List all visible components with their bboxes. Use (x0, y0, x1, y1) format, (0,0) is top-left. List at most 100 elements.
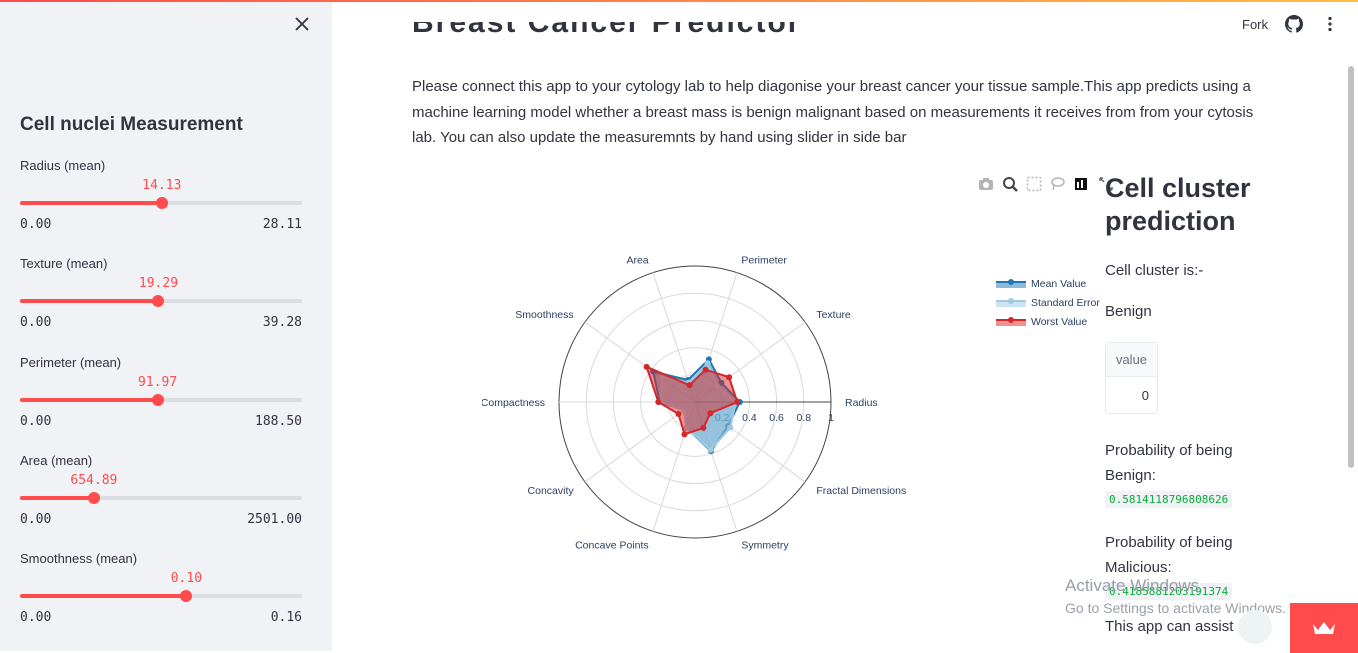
cluster-label: Cell cluster is:- (1105, 262, 1204, 279)
cluster-value: Benign (1105, 303, 1152, 320)
close-sidebar-button[interactable] (290, 14, 314, 38)
benign-probability: 0.5814118796808626 (1105, 491, 1233, 508)
slider-texture-mean[interactable]: Texture (mean) 19.29 0.00 39.28 (20, 256, 302, 346)
slider-thumb[interactable] (87, 492, 100, 504)
slider-label: Perimeter (mean) (20, 355, 122, 370)
benign-label: Probability of being Benign: (1105, 442, 1233, 484)
slider-label: Area (mean) (20, 453, 93, 468)
value-table[interactable]: value 0 (1105, 342, 1158, 414)
crown-icon (1313, 622, 1335, 634)
radar-point (702, 366, 709, 373)
slider-fill (20, 594, 187, 598)
chart-modebar (978, 176, 1114, 192)
slider-max: 28.11 (262, 217, 302, 232)
slider-fill (20, 496, 94, 500)
plotly-logo-icon[interactable] (1074, 176, 1090, 192)
prediction-title: Cell cluster prediction (1105, 173, 1251, 236)
radar-point (734, 399, 741, 405)
radar-category-label: Area (626, 254, 648, 266)
slider-max: 2501.00 (247, 512, 302, 527)
radar-category-label: Concave Points (575, 540, 649, 552)
slider-value: 19.29 (138, 276, 179, 291)
radar-point (643, 363, 650, 370)
slider-min: 0.00 (20, 610, 52, 625)
sidebar: Cell nuclei Measurement Radius (mean) 14… (0, 2, 332, 651)
radar-category-label: Texture (816, 309, 851, 321)
github-icon[interactable] (1284, 14, 1304, 34)
radar-point (686, 382, 693, 389)
slider-thumb[interactable] (180, 590, 193, 602)
slider-fill (20, 398, 158, 402)
slider-track[interactable] (20, 394, 302, 406)
slider-radius-mean[interactable]: Radius (mean) 14.13 0.00 28.11 (20, 158, 302, 248)
table-header: value (1106, 343, 1157, 377)
slider-max: 188.50 (255, 414, 302, 429)
slider-value: 91.97 (138, 375, 178, 390)
radar-category-label: Compactness (482, 397, 545, 409)
prediction-panel: Cell cluster prediction Cell cluster is:… (1105, 172, 1285, 639)
radar-point (707, 410, 714, 417)
slider-track[interactable] (20, 590, 302, 602)
streamlit-badge[interactable] (1290, 603, 1358, 653)
legend-swatch (996, 297, 1026, 308)
radar-category-label: Fractal Dimensions (816, 485, 906, 497)
radar-category-label: Perimeter (741, 254, 787, 266)
slider-value: 654.89 (70, 473, 118, 488)
fullscreen-icon[interactable] (1098, 176, 1114, 192)
toolbar: Fork (1242, 14, 1340, 34)
slider-smoothness-mean[interactable]: Smoothness (mean) 0.10 0.00 0.16 (20, 551, 302, 641)
slider-thumb[interactable] (155, 197, 168, 209)
radar-point (704, 360, 711, 367)
slider-area-mean[interactable]: Area (mean) 654.89 0.00 2501.00 (20, 453, 302, 543)
malicious-probability: 0.4185881203191374 (1105, 583, 1233, 600)
slider-perimeter-mean[interactable]: Perimeter (mean) 91.97 0.00 188.50 (20, 355, 302, 445)
slider-fill (20, 201, 162, 205)
more-menu-icon[interactable] (1320, 14, 1340, 34)
camera-icon[interactable] (978, 176, 994, 192)
radar-tick-label: 0.4 (742, 412, 757, 424)
assist-text: This app can assist (1105, 618, 1234, 635)
slider-min: 0.00 (20, 414, 52, 429)
radar-category-label: Concavity (528, 485, 575, 497)
slider-label: Smoothness (mean) (20, 551, 138, 566)
malicious-label: Probability of being Malicious: (1105, 534, 1233, 576)
box-select-icon[interactable] (1026, 176, 1042, 192)
radar-point (727, 424, 734, 431)
legend-swatch (996, 316, 1026, 327)
radar-chart[interactable]: Radius Texture Perimeter Area Smoothness Comp… (482, 242, 1022, 572)
close-icon (295, 17, 309, 31)
windows-activation-watermark: Activate Windows Go to Settings to activ… (1065, 576, 1286, 616)
slider-track[interactable] (20, 197, 302, 209)
fork-button[interactable]: Fork (1242, 16, 1268, 32)
radar-tick-label: 1 (828, 412, 834, 424)
legend-swatch (996, 278, 1026, 289)
status-indicator (1238, 610, 1272, 644)
radar-point (681, 431, 688, 438)
zoom-icon[interactable] (1002, 176, 1018, 192)
scrollbar[interactable] (1348, 66, 1354, 468)
slider-thumb[interactable] (151, 394, 164, 406)
intro-text: Please connect this app to your cytology… (412, 78, 1254, 146)
radar-category-label: Smoothness (515, 309, 573, 321)
radar-point (707, 446, 714, 453)
radar-point (675, 410, 682, 417)
slider-value: 0.10 (170, 571, 203, 586)
chart-legend: Mean Value Standard Error Worst Value (996, 274, 1111, 331)
slider-thumb[interactable] (152, 295, 165, 307)
legend-item-worst[interactable]: Worst Value (996, 312, 1111, 331)
radar-point (726, 374, 733, 381)
radar-tick-label: 0.6 (769, 412, 784, 424)
slider-label: Radius (mean) (20, 158, 106, 173)
radar-point (700, 424, 707, 431)
slider-track[interactable] (20, 492, 302, 504)
slider-value: 14.13 (142, 178, 182, 193)
legend-item-se[interactable]: Standard Error (996, 293, 1111, 312)
page-title: Breast Cancer Predictor (412, 22, 802, 39)
radar-category-label: Symmetry (741, 540, 789, 552)
lasso-icon[interactable] (1050, 176, 1066, 192)
slider-min: 0.00 (20, 217, 52, 232)
legend-item-mean[interactable]: Mean Value (996, 274, 1111, 293)
top-decoration-bar (0, 0, 1358, 2)
slider-track[interactable] (20, 295, 302, 307)
slider-label: Texture (mean) (20, 256, 108, 271)
